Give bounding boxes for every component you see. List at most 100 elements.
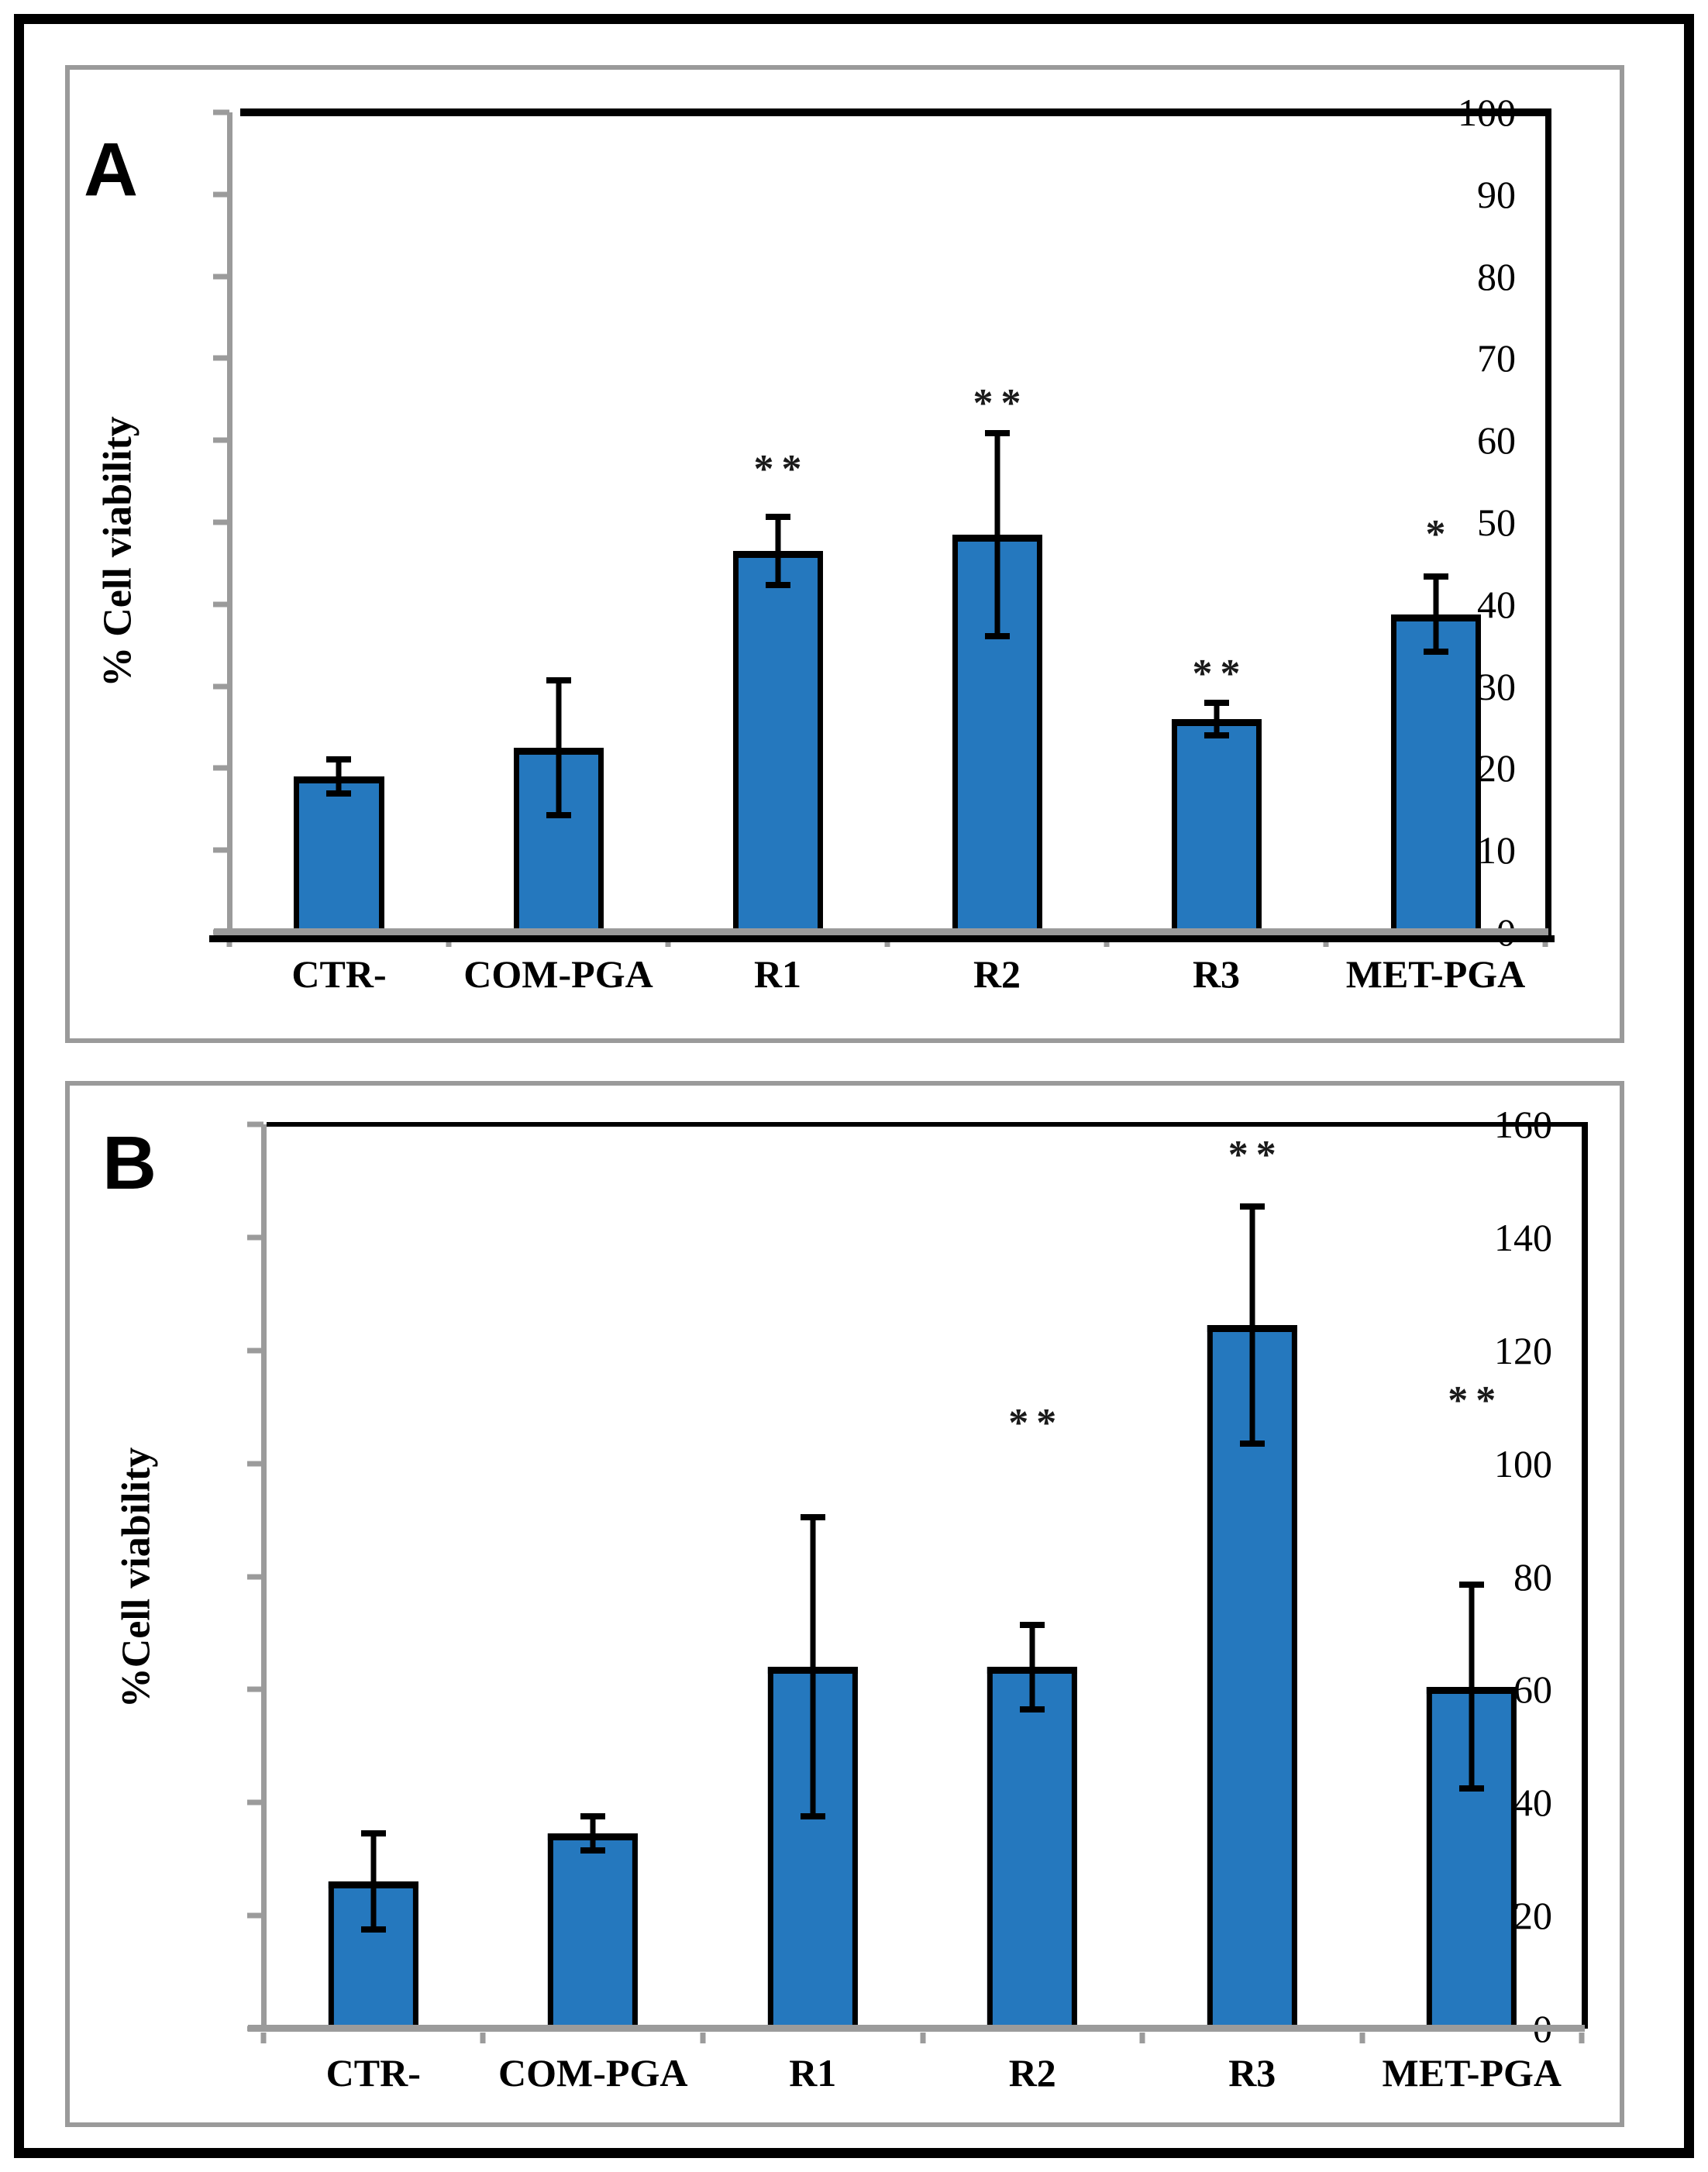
panel-b-y-axis-line — [261, 1124, 267, 2032]
panel-a-category-label-r2: R2 — [973, 952, 1021, 996]
panel-a-category-label-com-pga: COM-PGA — [463, 952, 653, 996]
panel-a-y-axis-line — [227, 112, 232, 935]
panel-b-y-axis-title: %Cell viability — [114, 1447, 159, 1709]
panel-b-error-cap-bottom — [1239, 1441, 1265, 1447]
panel-a-y-tick — [213, 683, 229, 690]
panel-a-error-cap-top — [984, 429, 1010, 436]
panel-b-y-tick — [247, 1348, 263, 1354]
panel-b-x-tick — [1579, 2033, 1585, 2043]
panel-b-error-cap-bottom — [1020, 1706, 1045, 1712]
panel-a-error-cap-bottom — [326, 790, 352, 797]
panel-b-y-tick — [247, 1574, 263, 1579]
panel-a-plot-area: 0102030405060708090100******* — [209, 93, 1555, 952]
panel-a-error-cap-top — [546, 677, 571, 684]
panel-a-error-cap-top — [1204, 699, 1229, 706]
panel-b-bar-r2 — [987, 1667, 1078, 2029]
panel-a-y-tick — [213, 601, 229, 608]
panel-b-x-axis-line — [248, 2025, 1585, 2032]
panel-a-plot-bottom-border — [209, 935, 1555, 942]
panel-a-significance-marker: * — [1425, 512, 1454, 557]
panel-a-y-tick — [213, 109, 229, 115]
panel-a-error-cap-bottom — [984, 633, 1010, 640]
panel-b-error-bar — [590, 1816, 596, 1851]
panel-b-error-cap-bottom — [1459, 1785, 1485, 1792]
panel-a-category-label-met-pga: MET-PGA — [1345, 952, 1526, 996]
panel-b-bar-com-pga — [548, 1833, 639, 2029]
panel-a-y-tick — [213, 191, 229, 198]
panel-a-bar-ctr- — [294, 776, 384, 932]
panel-a-y-tick — [213, 355, 229, 361]
panel-b-category-label-met-pga: MET-PGA — [1382, 2051, 1562, 2095]
panel-b-y-tick — [247, 1234, 263, 1241]
panel-a-error-cap-top — [765, 513, 790, 520]
panel-a-y-tick — [213, 847, 229, 853]
panel-b-error-bar — [1249, 1206, 1255, 1444]
panel-a-bar-met-pga — [1390, 614, 1481, 932]
panel-b-x-tick — [480, 2033, 486, 2043]
panel-a-error-cap-top — [326, 756, 352, 762]
panel-b-category-label-com-pga: COM-PGA — [498, 2051, 688, 2095]
panel-b-error-bar — [1469, 1585, 1475, 1789]
panel-a-significance-marker: ** — [973, 381, 1029, 426]
panel-a-x-axis-line — [214, 928, 1548, 935]
panel-a-error-bar — [1433, 576, 1438, 652]
panel-b-x-tick — [1359, 2033, 1365, 2043]
panel-a-category-label-r1: R1 — [753, 952, 802, 996]
panel-a-bar-r1 — [732, 551, 823, 932]
panel-a-y-axis-title: % Cell viability — [95, 416, 140, 687]
panel-a-error-cap-bottom — [546, 811, 571, 818]
panel-a-significance-marker: ** — [1192, 652, 1248, 697]
panel-a-plot-top-border — [240, 108, 1551, 116]
panel-b-x-tick — [920, 2033, 925, 2043]
panel-b-significance-marker: ** — [1448, 1378, 1504, 1423]
panel-b-error-bar — [1029, 1624, 1035, 1709]
panel-a-label: A — [84, 127, 139, 212]
panel-b-error-cap-top — [360, 1830, 386, 1837]
panel-a-y-tick — [213, 765, 229, 771]
panel-a-category-label-r3: R3 — [1192, 952, 1241, 996]
panel-b-x-tick — [260, 2033, 267, 2043]
panel-b-error-cap-top — [1459, 1582, 1485, 1589]
panel-b-error-cap-bottom — [360, 1926, 386, 1933]
panel-a-error-cap-bottom — [1423, 649, 1448, 656]
panel-a-error-cap-bottom — [1204, 732, 1229, 739]
panel-b-category-label-ctr-: CTR- — [325, 2051, 421, 2095]
panel-a-error-bar — [1214, 702, 1219, 736]
panel-a-y-tick — [213, 519, 229, 525]
panel-b-error-cap-top — [1020, 1621, 1045, 1628]
panel-b-x-tick — [700, 2033, 706, 2043]
panel-b-significance-marker: ** — [1228, 1132, 1284, 1177]
figure-border — [14, 14, 1694, 2158]
panel-b-y-tick — [247, 1686, 263, 1692]
panel-a-error-bar — [994, 432, 1000, 637]
panel-b-y-tick — [247, 1799, 263, 1805]
panel-b-y-tick — [247, 1121, 263, 1127]
panel-a-error-bar — [336, 759, 342, 794]
panel-b-error-cap-top — [1239, 1203, 1265, 1210]
panel-a-error-cap-bottom — [765, 582, 790, 589]
panel-b-category-label-r2: R2 — [1008, 2051, 1056, 2095]
panel-b-category-labels: CTR- COM-PGA R1 R2 R3 MET-PGA — [263, 2050, 1582, 2105]
panel-a-category-labels: CTR- COM-PGA R1 R2 R3 MET-PGA — [229, 952, 1545, 1006]
panel-b-label: B — [102, 1120, 157, 1205]
panel-a-plot-right-border — [1545, 108, 1551, 937]
panel-b-error-cap-top — [580, 1813, 606, 1820]
panel-a-category-label-ctr-: CTR- — [291, 952, 387, 996]
panel-b-plot-right-border — [1582, 1122, 1588, 2029]
panel-b-error-cap-bottom — [580, 1847, 606, 1854]
panel-b-error-bar — [810, 1516, 816, 1817]
panel-b-plot-top-border — [267, 1122, 1588, 1127]
panel-b-plot-area: 020406080100120140160****** — [247, 1105, 1588, 2048]
panel-b-error-cap-bottom — [800, 1813, 825, 1820]
panel-b-y-tick — [247, 1912, 263, 1919]
panel-b-y-tick — [247, 1461, 263, 1467]
panel-b-x-tick — [1139, 2033, 1145, 2043]
panel-a-bar-r3 — [1171, 718, 1262, 932]
panel-a-significance-marker: ** — [753, 446, 810, 491]
panel-a-y-tick — [213, 274, 229, 280]
panel-a-error-bar — [775, 516, 780, 586]
panel-b-error-bar — [370, 1833, 377, 1930]
panel-b-category-label-r1: R1 — [789, 2051, 837, 2095]
panel-a-error-bar — [556, 680, 561, 815]
